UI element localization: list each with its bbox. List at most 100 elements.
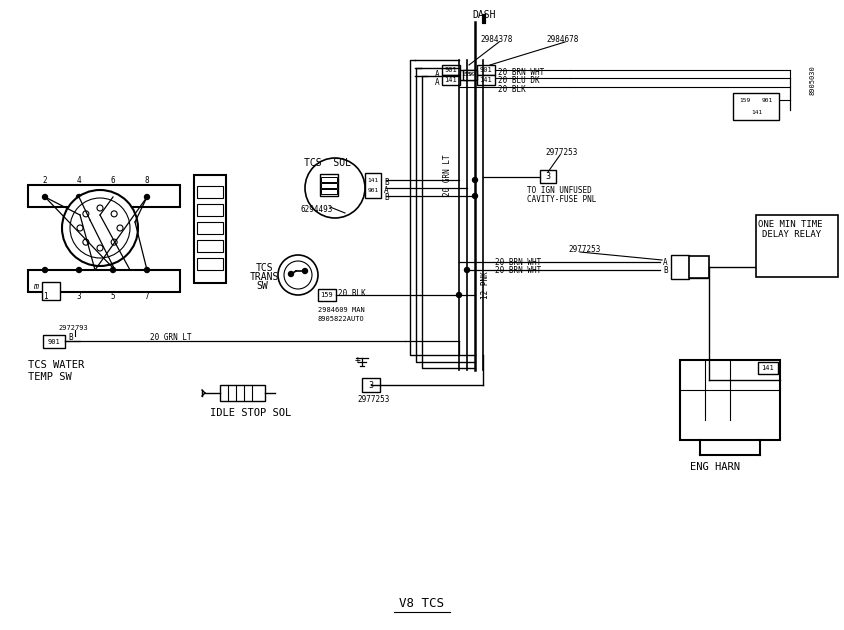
Bar [476, 75, 495, 85]
Text: 159: 159 [461, 72, 472, 77]
Circle shape [62, 190, 138, 266]
Text: 2984678: 2984678 [545, 35, 577, 44]
Text: B: B [68, 333, 73, 342]
Circle shape [116, 225, 123, 231]
Bar [42, 282, 60, 300]
Bar [219, 385, 265, 401]
Text: 20 BLU DK: 20 BLU DK [497, 76, 539, 85]
Text: 8905030: 8905030 [809, 65, 815, 95]
Text: 2977253: 2977253 [567, 245, 600, 254]
Circle shape [77, 195, 81, 200]
Text: 141: 141 [444, 77, 457, 83]
Bar [28, 185, 180, 207]
Text: A: A [383, 186, 388, 195]
Text: CAVITY-FUSE PNL: CAVITY-FUSE PNL [527, 195, 596, 204]
Text: 20 BRN WHT: 20 BRN WHT [495, 266, 541, 275]
Bar [441, 65, 459, 75]
Circle shape [302, 268, 307, 273]
Text: TRANS: TRANS [250, 272, 279, 282]
Bar [321, 177, 337, 182]
Text: 901: 901 [444, 67, 457, 73]
Text: B: B [663, 266, 667, 275]
Circle shape [278, 255, 317, 295]
Text: 20 BRN WHT: 20 BRN WHT [495, 258, 541, 267]
Text: 5: 5 [111, 292, 115, 301]
Text: TCS WATER: TCS WATER [28, 360, 84, 370]
Bar [197, 222, 223, 234]
Bar [43, 335, 65, 348]
Text: DELAY RELAY: DELAY RELAY [761, 230, 820, 239]
Text: m: m [33, 282, 38, 291]
Text: 20 BRN WHT: 20 BRN WHT [497, 68, 544, 77]
Circle shape [111, 268, 116, 273]
Bar [688, 256, 708, 278]
Circle shape [288, 272, 293, 277]
Circle shape [77, 268, 81, 273]
Circle shape [464, 268, 469, 273]
Text: 7: 7 [144, 292, 149, 301]
Circle shape [83, 211, 89, 217]
Bar [755, 215, 837, 277]
Text: 141: 141 [750, 110, 762, 115]
Text: SW: SW [256, 281, 268, 291]
Text: TO IGN UNFUSED: TO IGN UNFUSED [527, 186, 591, 195]
Text: A: A [435, 70, 439, 79]
Text: 4: 4 [77, 176, 81, 185]
Text: 1: 1 [43, 292, 47, 301]
Text: DASH: DASH [472, 10, 495, 20]
Text: 2: 2 [43, 176, 47, 185]
Bar [320, 174, 338, 196]
Text: ONE MIN TIME: ONE MIN TIME [757, 220, 821, 229]
Bar [670, 255, 688, 279]
Circle shape [284, 261, 311, 289]
Text: 8: 8 [144, 176, 149, 185]
Text: 901: 901 [367, 188, 378, 193]
Bar [732, 93, 778, 120]
Text: IDLE STOP SOL: IDLE STOP SOL [210, 408, 291, 418]
Text: 901: 901 [479, 67, 492, 73]
Bar [194, 175, 225, 283]
Text: +: + [354, 355, 360, 365]
Circle shape [97, 245, 103, 251]
Circle shape [305, 158, 365, 218]
Circle shape [42, 268, 47, 273]
Bar [745, 107, 767, 119]
Bar [365, 185, 380, 195]
Bar [197, 204, 223, 216]
Text: 20 BLK: 20 BLK [497, 85, 525, 94]
Text: A: A [435, 78, 439, 87]
Circle shape [77, 225, 83, 231]
Text: TCS: TCS [256, 263, 273, 273]
Bar [321, 183, 337, 188]
Bar [690, 258, 707, 278]
Text: 141: 141 [760, 365, 773, 371]
Bar [365, 175, 380, 185]
Bar [476, 65, 495, 75]
Text: 6294493: 6294493 [300, 205, 333, 214]
Text: 3: 3 [368, 381, 373, 389]
Circle shape [456, 292, 461, 297]
Text: 901: 901 [760, 98, 771, 103]
Text: 901: 901 [47, 338, 60, 345]
Circle shape [111, 239, 117, 245]
Bar [365, 173, 381, 198]
Bar [321, 189, 337, 194]
Circle shape [83, 239, 89, 245]
Circle shape [42, 195, 47, 200]
Text: 2972793: 2972793 [58, 325, 88, 331]
Circle shape [472, 178, 477, 183]
Text: 20 GRN LT: 20 GRN LT [150, 333, 192, 342]
Text: B: B [383, 193, 388, 202]
Text: 20 GRN LT: 20 GRN LT [443, 154, 452, 196]
Text: 20 BLK: 20 BLK [338, 289, 365, 298]
Bar [757, 362, 777, 374]
Text: 6: 6 [111, 176, 115, 185]
Bar [679, 360, 779, 440]
Circle shape [144, 268, 149, 273]
Text: 141: 141 [479, 77, 492, 83]
Bar [197, 186, 223, 198]
Circle shape [70, 198, 130, 258]
Text: 141: 141 [367, 178, 378, 183]
Text: 3: 3 [545, 172, 549, 181]
Text: 12 PNK: 12 PNK [481, 271, 490, 299]
